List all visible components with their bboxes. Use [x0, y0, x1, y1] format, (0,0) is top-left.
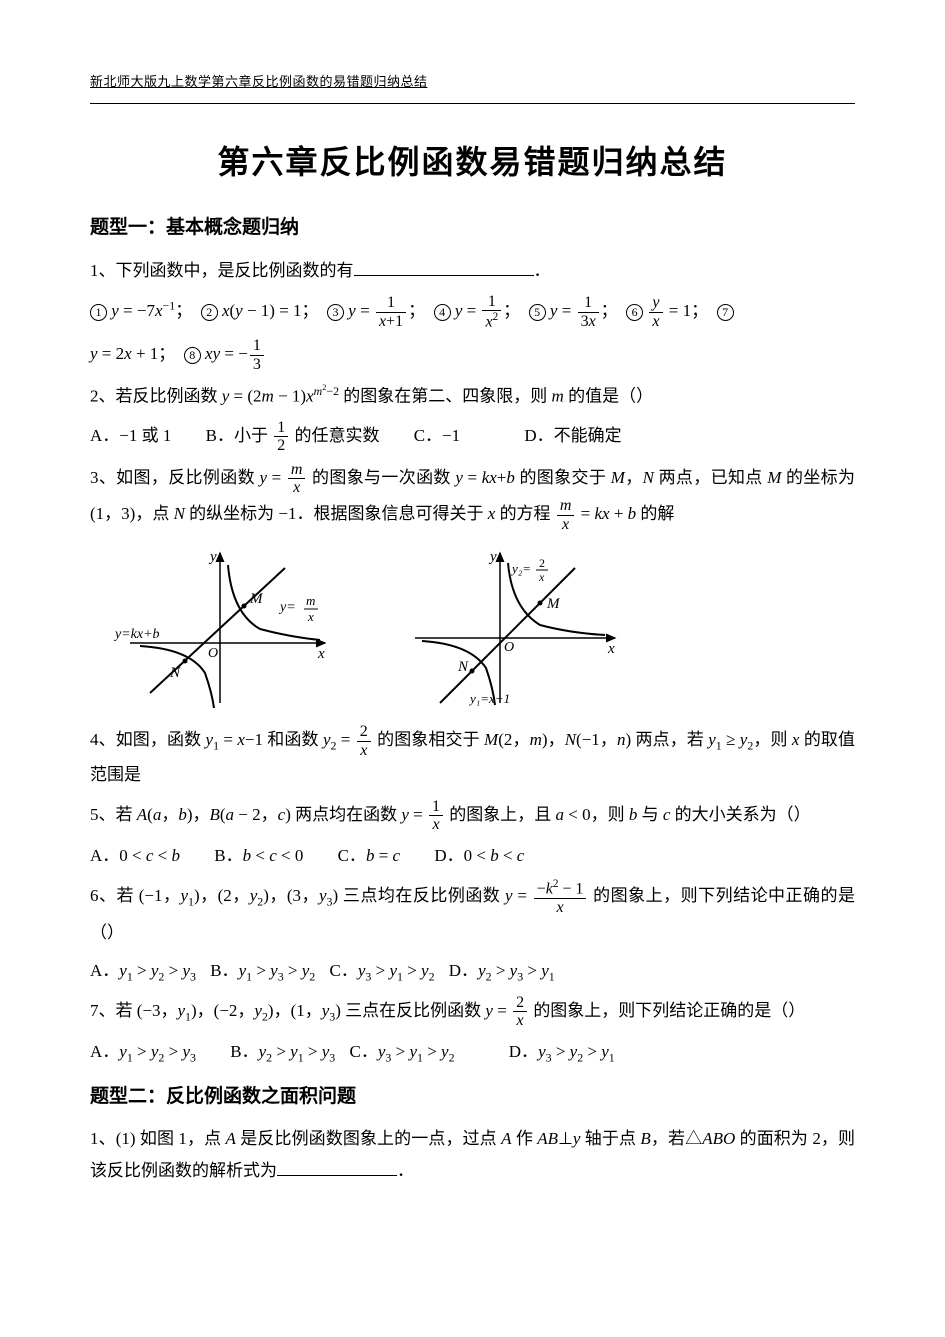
q7-options: A．y1 > y2 > y3 B．y2 > y1 > y3 C．y3 > y1 …: [90, 1036, 855, 1069]
s2-q1: 1、(1) 如图 1，点 A 是反比例函数图象上的一点，过点 A 作 AB⊥y …: [90, 1123, 855, 1188]
fig1-m: M: [249, 591, 264, 607]
fig2-y-label: y: [488, 549, 497, 565]
q1-items-2: y = 2x + 1； 8 xy = −13: [90, 337, 855, 373]
blank: [277, 1159, 397, 1176]
q7-opt-a: A．y1 > y2 > y3: [90, 1036, 196, 1069]
circled-5: 5: [529, 304, 546, 321]
fig2-x-label: x: [607, 641, 615, 657]
figure-1: y x O M N y=kx+b y= m x: [110, 543, 340, 713]
header-note: 新北师大版九上数学第六章反比例函数的易错题归纳总结: [90, 70, 855, 95]
figures-row: y x O M N y=kx+b y= m x: [110, 543, 855, 713]
blank: [354, 259, 534, 276]
fig2-m: M: [546, 596, 561, 612]
q7: 7、若 (−3，y1)，(−2，y2)，(1，y3) 三点在反比例函数 y = …: [90, 994, 855, 1030]
fig1-line-label: y=kx+b: [113, 627, 160, 642]
svg-text:y₁=x−1: y₁=x−1: [468, 691, 510, 706]
q5-opt-c: C．b = c: [338, 840, 400, 872]
q7-opt-d: D．y3 > y2 > y1: [509, 1036, 615, 1069]
q2-opt-a: A．−1 或 1: [90, 420, 171, 452]
q1-items: 1 y = −7x−1； 2 x(y − 1) = 1； 3 y = 1x+1；…: [90, 293, 855, 332]
svg-text:y=: y=: [278, 600, 296, 615]
circled-1: 1: [90, 304, 107, 321]
circled-3: 3: [327, 304, 344, 321]
section1-title: 题型一：基本概念题归纳: [90, 210, 855, 246]
section2-title: 题型二：反比例函数之面积问题: [90, 1079, 855, 1115]
q1-stem: 1、下列函数中，是反比例函数的有: [90, 261, 354, 280]
q4: 4、如图，函数 y1 = x−1 和函数 y2 = 2x 的图象相交于 M(2，…: [90, 723, 855, 791]
svg-text:y₂=: y₂=: [510, 561, 531, 576]
q2-opt-b: B．小于 12 的任意实数: [206, 419, 380, 455]
q7-opt-b: B．y2 > y1 > y3: [230, 1036, 335, 1069]
circled-2: 2: [201, 304, 218, 321]
q3: 3、如图，反比例函数 y = mx 的图象与一次函数 y = kx+b 的图象交…: [90, 461, 855, 533]
svg-text:2: 2: [539, 556, 545, 570]
figure-2: y x O M N y₂= 2 x y₁=x−1: [400, 543, 630, 713]
q5-opt-b: B．b < c < 0: [214, 840, 303, 872]
fig2-n: N: [457, 659, 469, 675]
divider: [90, 103, 855, 104]
q1: 1、下列函数中，是反比例函数的有．: [90, 255, 855, 287]
q2-stem-a: 2、若反比例函数: [90, 386, 218, 405]
svg-text:x: x: [538, 570, 545, 584]
q6: 6、若 (−1，y1)，(2，y2)，(3，y3) 三点均在反比例函数 y = …: [90, 878, 855, 949]
circled-8: 8: [184, 347, 201, 364]
circled-6: 6: [626, 304, 643, 321]
q2-opt-c: C．−1: [414, 420, 460, 452]
q5: 5、若 A(a，b)，B(a − 2，c) 两点均在函数 y = 1x 的图象上…: [90, 798, 855, 834]
circled-4: 4: [434, 304, 451, 321]
circled-7: 7: [717, 304, 734, 321]
fig2-origin: O: [504, 640, 514, 655]
q5-opt-d: D．0 < b < c: [434, 840, 524, 872]
fig1-x-label: x: [317, 646, 325, 662]
fig1-origin: O: [208, 646, 218, 661]
svg-text:m: m: [306, 593, 315, 608]
q5-opt-a: A．0 < c < b: [90, 840, 180, 872]
main-title: 第六章反比例函数易错题归纳总结: [90, 132, 855, 193]
q2-options: A．−1 或 1 B．小于 12 的任意实数 C．−1 D．不能确定: [90, 419, 855, 455]
svg-text:x: x: [307, 609, 314, 624]
q6-opt-b: B．y1 > y3 > y2: [210, 955, 315, 988]
q5-options: A．0 < c < b B．b < c < 0 C．b = c D．0 < b …: [90, 840, 855, 872]
q2-stem-b: 的图象在第二、四象限，则 m 的值是（）: [343, 386, 653, 405]
q2-opt-d: D．不能确定: [524, 420, 621, 452]
q2: 2、若反比例函数 y = (2m − 1)xm2−2 的图象在第二、四象限，则 …: [90, 380, 855, 413]
fig1-n: N: [169, 665, 181, 681]
q6-opt-a: A．y1 > y2 > y3: [90, 955, 196, 988]
q6-opt-d: D．y2 > y3 > y1: [449, 955, 555, 988]
q6-options: A．y1 > y2 > y3 B．y1 > y3 > y2 C．y3 > y1 …: [90, 955, 855, 988]
q6-opt-c: C．y3 > y1 > y2: [330, 955, 435, 988]
fig1-y-label: y: [208, 549, 217, 565]
q7-opt-c: C．y3 > y1 > y2: [350, 1036, 455, 1069]
